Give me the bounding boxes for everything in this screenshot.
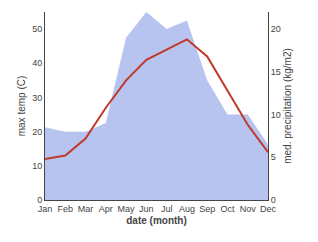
svg-text:Mar: Mar	[78, 204, 94, 214]
svg-text:May: May	[118, 204, 136, 214]
svg-text:Jan: Jan	[38, 204, 53, 214]
svg-text:date (month): date (month)	[126, 215, 187, 226]
svg-text:Jun: Jun	[139, 204, 154, 214]
svg-text:Jul: Jul	[161, 204, 173, 214]
svg-text:15: 15	[271, 67, 281, 77]
svg-text:20: 20	[32, 127, 42, 137]
svg-text:Nov: Nov	[240, 204, 257, 214]
svg-text:10: 10	[271, 110, 281, 120]
svg-text:5: 5	[271, 152, 276, 162]
svg-text:Sep: Sep	[199, 204, 215, 214]
svg-text:30: 30	[32, 93, 42, 103]
svg-text:40: 40	[32, 58, 42, 68]
svg-text:Aug: Aug	[179, 204, 195, 214]
svg-text:med. precipitation (kg/m2): med. precipitation (kg/m2)	[282, 48, 293, 164]
svg-text:Apr: Apr	[99, 204, 113, 214]
svg-text:50: 50	[32, 24, 42, 34]
svg-text:Feb: Feb	[58, 204, 74, 214]
svg-text:max temp (C): max temp (C)	[16, 76, 27, 137]
svg-text:0: 0	[37, 195, 42, 205]
svg-text:10: 10	[32, 161, 42, 171]
svg-text:20: 20	[271, 24, 281, 34]
svg-text:0: 0	[271, 195, 276, 205]
svg-text:Dec: Dec	[260, 204, 277, 214]
svg-text:Oct: Oct	[220, 204, 235, 214]
